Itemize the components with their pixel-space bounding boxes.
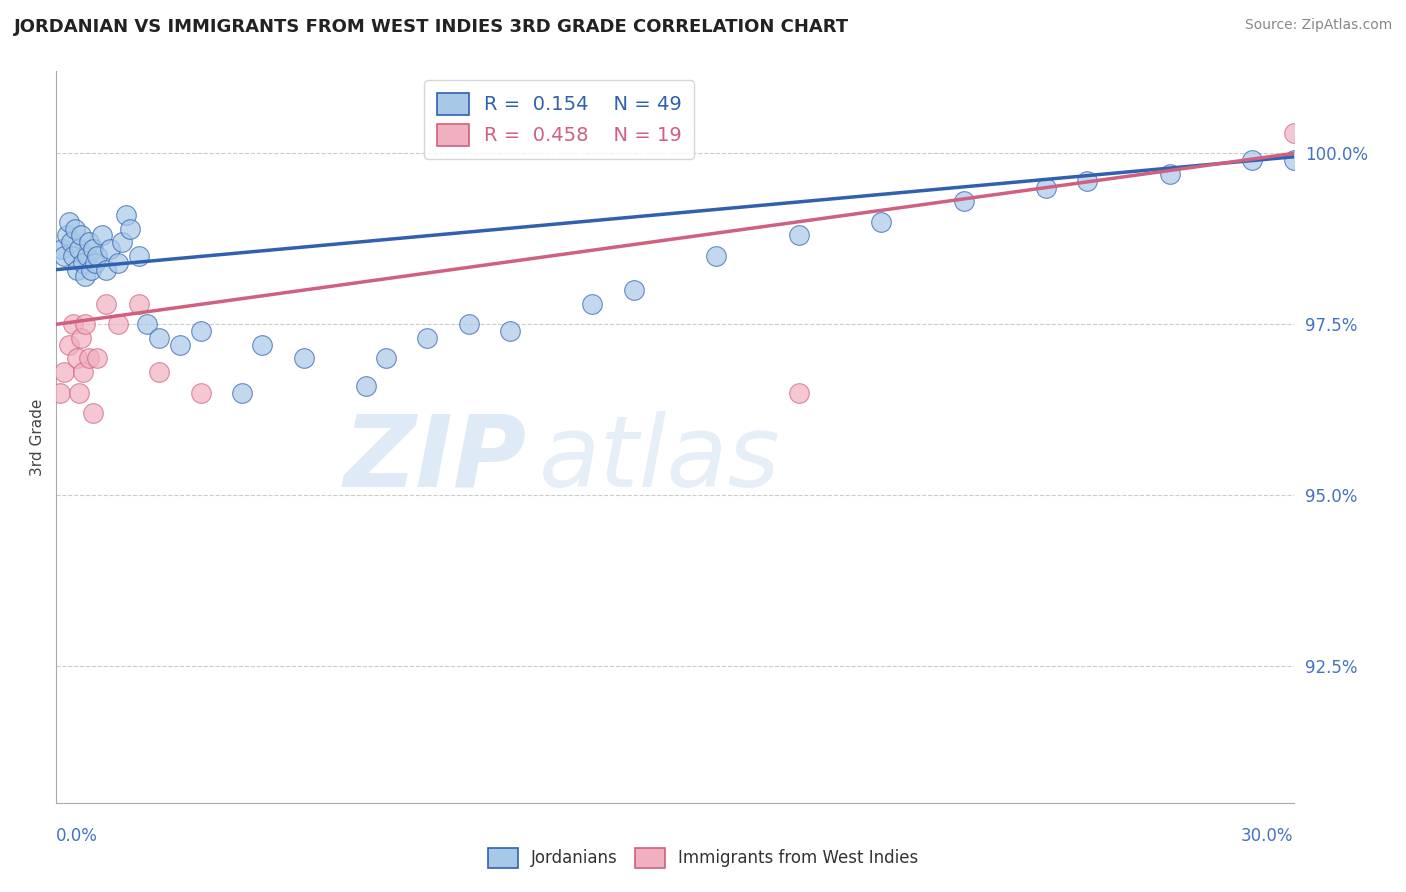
- Point: [107, 256, 129, 270]
- Text: 30.0%: 30.0%: [1241, 827, 1294, 845]
- Point: [86, 351, 108, 366]
- Point: [77, 351, 100, 366]
- Point: [55, 228, 77, 243]
- Point: [231, 385, 253, 400]
- Point: [457, 318, 479, 332]
- Text: JORDANIAN VS IMMIGRANTS FROM WEST INDIES 3RD GRADE CORRELATION CHART: JORDANIAN VS IMMIGRANTS FROM WEST INDIES…: [14, 18, 849, 36]
- Point: [67, 385, 90, 400]
- Point: [292, 351, 315, 366]
- Text: 0.0%: 0.0%: [56, 827, 98, 845]
- Point: [67, 242, 90, 256]
- Point: [128, 249, 150, 263]
- Point: [128, 297, 150, 311]
- Point: [148, 365, 170, 379]
- Text: atlas: atlas: [538, 410, 780, 508]
- Point: [190, 324, 212, 338]
- Point: [72, 365, 94, 379]
- Y-axis label: 3rd Grade: 3rd Grade: [30, 399, 45, 475]
- Point: [252, 338, 274, 352]
- Point: [169, 338, 191, 352]
- Point: [58, 215, 80, 229]
- Point: [77, 235, 100, 250]
- Point: [75, 269, 97, 284]
- Point: [148, 331, 170, 345]
- Point: [70, 228, 93, 243]
- Point: [1076, 174, 1098, 188]
- Point: [94, 262, 117, 277]
- Point: [107, 318, 129, 332]
- Point: [70, 331, 93, 345]
- Point: [98, 242, 121, 256]
- Point: [86, 249, 108, 263]
- Point: [375, 351, 398, 366]
- Point: [1241, 153, 1264, 168]
- Point: [62, 249, 84, 263]
- Point: [82, 242, 104, 256]
- Point: [111, 235, 134, 250]
- Point: [66, 262, 89, 277]
- Point: [58, 338, 80, 352]
- Point: [84, 256, 107, 270]
- Point: [787, 228, 810, 243]
- Point: [416, 331, 439, 345]
- Point: [190, 385, 212, 400]
- Point: [94, 297, 117, 311]
- Point: [82, 406, 104, 420]
- Text: ZIP: ZIP: [343, 410, 526, 508]
- Point: [952, 194, 974, 209]
- Point: [581, 297, 603, 311]
- Point: [704, 249, 727, 263]
- Point: [1159, 167, 1181, 181]
- Point: [1282, 153, 1305, 168]
- Point: [62, 318, 84, 332]
- Point: [623, 283, 645, 297]
- Point: [63, 221, 86, 235]
- Point: [870, 215, 893, 229]
- Point: [136, 318, 159, 332]
- Point: [53, 365, 76, 379]
- Point: [120, 221, 142, 235]
- Point: [1035, 180, 1057, 194]
- Point: [51, 242, 73, 256]
- Text: Source: ZipAtlas.com: Source: ZipAtlas.com: [1244, 18, 1392, 32]
- Point: [115, 208, 138, 222]
- Point: [59, 235, 82, 250]
- Point: [53, 249, 76, 263]
- Point: [1282, 126, 1305, 140]
- Point: [76, 249, 98, 263]
- Point: [80, 262, 103, 277]
- Point: [49, 385, 72, 400]
- Point: [787, 385, 810, 400]
- Point: [499, 324, 522, 338]
- Legend: Jordanians, Immigrants from West Indies: Jordanians, Immigrants from West Indies: [481, 841, 925, 875]
- Legend: R =  0.154    N = 49, R =  0.458    N = 19: R = 0.154 N = 49, R = 0.458 N = 19: [425, 80, 695, 159]
- Point: [66, 351, 89, 366]
- Point: [72, 256, 94, 270]
- Point: [75, 318, 97, 332]
- Point: [90, 228, 112, 243]
- Point: [354, 379, 377, 393]
